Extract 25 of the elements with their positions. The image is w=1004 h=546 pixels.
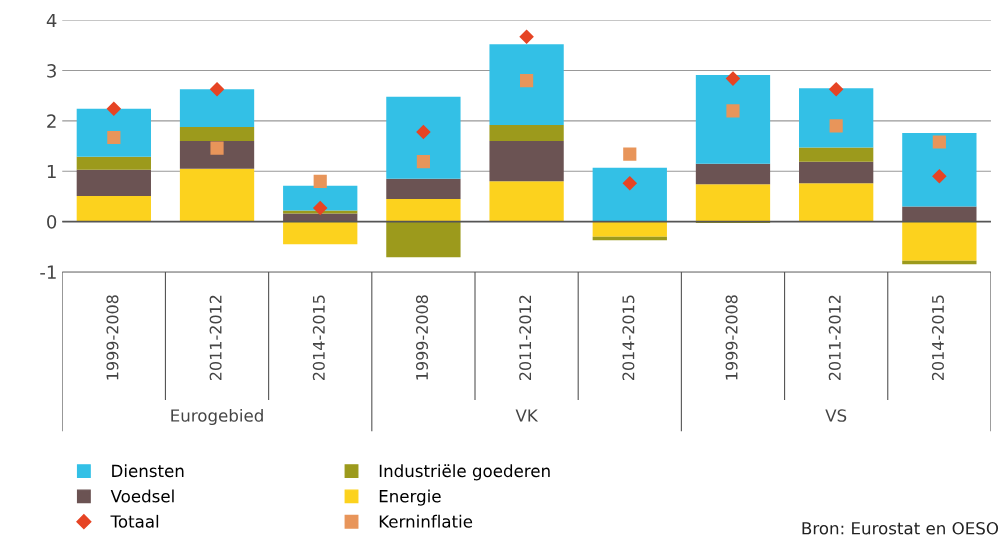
text: VS [825,409,847,422]
x-tick-label: 2011-2012 [519,295,532,381]
y-tick-label: 0 [47,215,57,229]
x-tick-label: 2014-2015 [312,295,325,381]
y-tick-label: 2 [47,114,56,128]
x-tick-label: 2014-2015 [622,295,635,381]
legend-label: Industriële goederen [379,464,550,481]
legend-label: Diensten [112,464,184,478]
x-tick-label: 2014-2015 [931,295,944,381]
x-tick-label: 2011-2012 [828,295,841,381]
legend-label: Voedsel [110,489,174,503]
x-tick-label: 1999-2008 [725,295,738,380]
x-tick-label: 2011-2012 [209,295,222,381]
legend-label: Totaal [110,514,159,528]
legend-label: Energie [379,489,441,506]
text: VK [515,409,539,422]
y-tick-label: 1 [47,164,56,179]
y-tick-label: 3 [47,64,56,78]
text: Bron: Eurostat en OESO [802,521,999,535]
x-tick-label: 1999-2008 [415,295,429,380]
x-tick-label: 1999-2008 [106,295,119,380]
legend-label: Kerninflatie [379,514,473,528]
text: Eurogebied [171,408,263,426]
y-tick-label: 4 [46,13,57,28]
y-tick-label: -1 [40,265,56,279]
